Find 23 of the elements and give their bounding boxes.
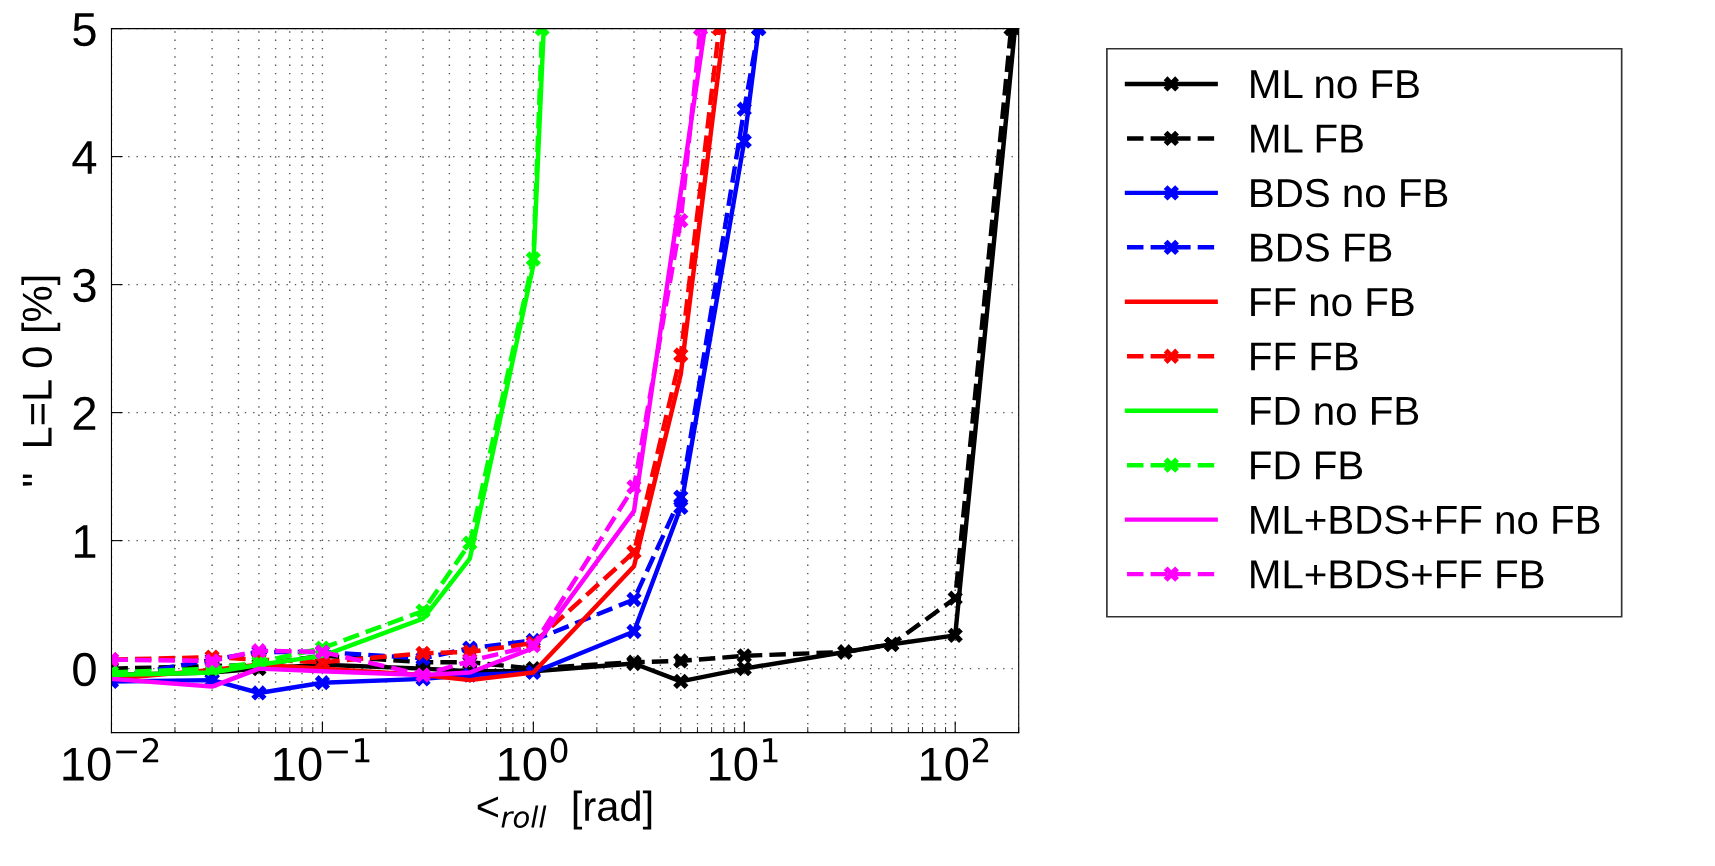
- legend-label: ML+BDS+FF no FB: [1251, 505, 1600, 535]
- x-tick-label: 10$^{−1}$: [274, 738, 370, 781]
- y-tick-label: 2: [73, 396, 96, 430]
- legend-label: FD FB: [1251, 451, 1363, 480]
- legend-label: FF FB: [1251, 342, 1358, 371]
- legend-label: FF no FB: [1251, 288, 1414, 317]
- legend-label: ML+BDS+FF FB: [1251, 560, 1544, 589]
- y-tick-label: 1: [74, 525, 96, 558]
- x-tick-label: 10$^{−2}$: [63, 737, 159, 781]
- legend-label: BDS FB: [1251, 233, 1392, 262]
- x-tick-label: 10$^{1}$: [710, 738, 778, 781]
- x-axis-title: <$_{roll}$ [rad]: [477, 790, 652, 830]
- y-tick-label: 3: [73, 268, 96, 303]
- legend-label: BDS no FB: [1251, 178, 1448, 208]
- legend-label: ML no FB: [1251, 70, 1419, 99]
- legend-label: FD no FB: [1251, 397, 1419, 426]
- legend-label: ML FB: [1251, 124, 1363, 153]
- y-axis-title: " L=L 0 [%]: [21, 276, 61, 486]
- y-tick-label: 5: [73, 13, 96, 47]
- y-tick-label: 0: [73, 652, 96, 687]
- x-tick-label: 10$^{2}$: [921, 737, 989, 781]
- x-tick-label: 10$^{0}$: [499, 737, 568, 781]
- y-tick-label: 4: [72, 141, 97, 174]
